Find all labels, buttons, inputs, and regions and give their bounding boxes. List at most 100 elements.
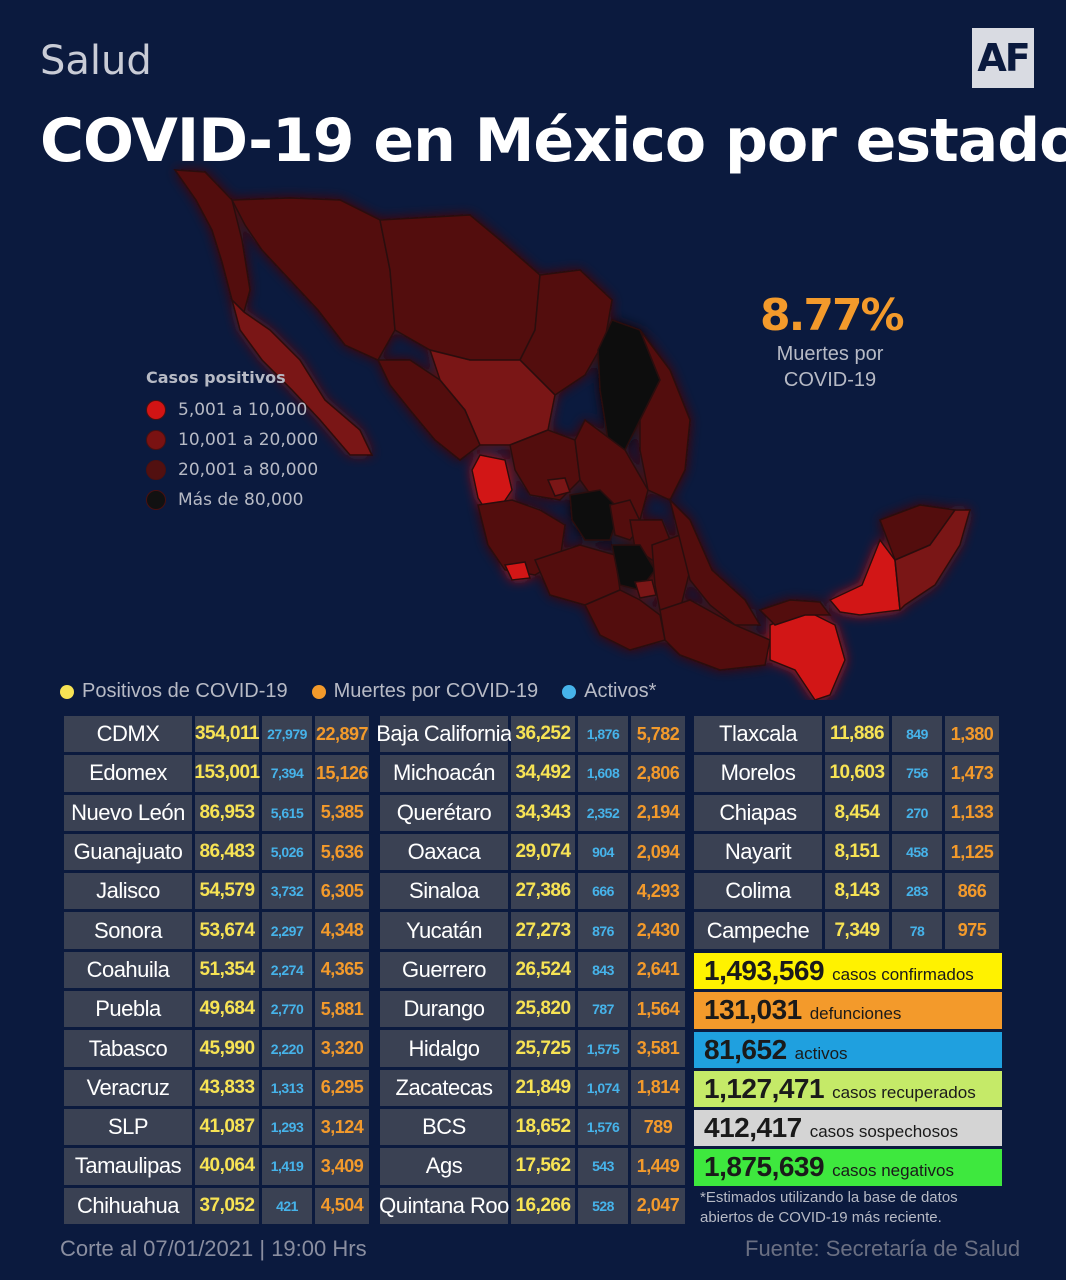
state-name-cell: Quintana Roo [379, 1187, 509, 1224]
table-row: Michoacán 34,492 1,608 2,806 [380, 755, 688, 792]
positivos-cell: 25,725 [511, 1030, 575, 1067]
muertes-cell: 1,380 [945, 716, 999, 753]
table-row: Zacatecas 21,849 1,074 1,814 [380, 1069, 688, 1106]
map-state-tamaulipas [639, 329, 691, 501]
positivos-cell: 11,886 [825, 716, 889, 753]
af-logo: AF [972, 28, 1034, 88]
table-row: Oaxaca 29,074 904 2,094 [380, 833, 688, 871]
state-table-3: Tlaxcala 11,886 849 1,380 Morelos 10,603 756 1,… [694, 716, 1002, 952]
table-row: Tlaxcala 11,886 849 1,380 [694, 716, 1002, 753]
total-value: 412,417 [704, 1112, 802, 1144]
table-row: Tabasco 45,990 2,220 3,320 [64, 1030, 372, 1067]
activos-cell: 543 [578, 1148, 628, 1185]
total-value: 1,875,639 [704, 1151, 825, 1183]
state-name-cell: Nayarit [694, 833, 822, 871]
positivos-cell: 36,252 [511, 716, 575, 753]
table-row: Durango 25,820 787 1,564 [380, 991, 688, 1028]
legend-item: 10,001 a 20,000 [146, 425, 318, 455]
state-name-cell: Chihuahua [64, 1187, 192, 1224]
muertes-cell: 5,385 [315, 794, 369, 831]
muertes-cell: 3,409 [315, 1148, 369, 1185]
positivos-cell: 51,354 [195, 951, 259, 989]
map-state-morelos [634, 579, 657, 599]
map-state-coahuila [519, 269, 613, 396]
state-name-cell: Nuevo León [64, 794, 192, 831]
muertes-cell: 2,806 [631, 755, 685, 792]
legend-item: 5,001 a 10,000 [146, 395, 318, 425]
map-state-campeche [828, 538, 901, 616]
legend-swatch [146, 400, 166, 420]
table-row: Chihuahua 37,052 421 4,504 [64, 1187, 372, 1224]
table-row: Yucatán 27,273 876 2,430 [380, 912, 688, 949]
table-row: Colima 8,143 283 866 [694, 873, 1002, 910]
positivos-cell: 25,820 [511, 991, 575, 1028]
map-state-baja-california [173, 169, 251, 314]
legend-item: Más de 80,000 [146, 485, 318, 515]
state-name-cell: Tlaxcala [694, 716, 822, 753]
positivos-cell: 27,273 [511, 912, 575, 949]
positivos-cell: 37,052 [195, 1187, 259, 1224]
total-label: casos sospechosos [809, 1122, 959, 1142]
table-row: CDMX 354,011 27,979 22,897 [64, 716, 372, 753]
total-value: 1,127,471 [704, 1072, 825, 1104]
activos-cell: 1,608 [578, 755, 628, 792]
map-state-oaxaca [659, 599, 771, 671]
positivos-cell: 16,266 [511, 1187, 575, 1224]
muertes-cell: 1,473 [945, 755, 999, 792]
activos-cell: 3,732 [262, 873, 312, 910]
legend-label: 5,001 a 10,000 [178, 400, 308, 420]
muertes-cell: 6,305 [315, 873, 369, 910]
map-state-veracruz [668, 497, 762, 626]
muertes-cell: 6,295 [315, 1069, 369, 1106]
muertes-cell: 1,564 [631, 991, 685, 1028]
state-name-cell: Sinaloa [380, 873, 508, 910]
map-state-sinaloa [376, 359, 481, 461]
activos-cell: 458 [892, 833, 942, 871]
table-row: Jalisco 54,579 3,732 6,305 [64, 873, 372, 910]
activos-cell: 876 [578, 912, 628, 949]
muertes-cell: 2,047 [631, 1187, 685, 1224]
activos-cell: 7,394 [262, 755, 312, 792]
muertes-cell: 3,320 [315, 1030, 369, 1067]
legend-swatch [146, 430, 166, 450]
legend-item: 20,001 a 80,000 [146, 455, 318, 485]
positivos-cell: 27,386 [511, 873, 575, 910]
state-table-1: CDMX 354,011 27,979 22,897 Edomex 153,001 7,39… [64, 716, 372, 1227]
table-row: Nuevo León 86,953 5,615 5,385 [64, 794, 372, 831]
activos-cell: 1,576 [578, 1108, 628, 1146]
map-legend: Casos positivos 5,001 a 10,000 10,001 a … [146, 368, 318, 515]
state-name-cell: Hidalgo [380, 1030, 508, 1067]
muertes-cell: 2,430 [631, 912, 685, 949]
activos-cell: 849 [892, 716, 942, 753]
table-row: Campeche 7,349 78 975 [694, 912, 1002, 949]
activos-cell: 2,352 [578, 794, 628, 831]
legend-swatch [146, 490, 166, 510]
activos-cell: 1,293 [262, 1108, 312, 1146]
state-name-cell: Yucatán [380, 912, 508, 949]
positivos-cell: 54,579 [195, 873, 259, 910]
muertes-cell: 5,636 [315, 833, 369, 871]
muertes-cell: 15,126 [315, 755, 369, 792]
table-row: Ags 17,562 543 1,449 [380, 1148, 688, 1185]
source-note: Fuente: Secretaría de Salud [745, 1236, 1021, 1261]
table-row: Tamaulipas 40,064 1,419 3,409 [64, 1148, 372, 1185]
table-row: Morelos 10,603 756 1,473 [694, 755, 1002, 792]
map-state-chihuahua [379, 214, 541, 361]
table-row: Querétaro 34,343 2,352 2,194 [380, 794, 688, 831]
state-name-cell: Ags [380, 1148, 508, 1185]
muertes-cell: 866 [945, 873, 999, 910]
state-table-2: Baja California 36,252 1,876 5,782 Michoacán… [376, 716, 688, 1227]
state-name-cell: Sonora [64, 912, 192, 949]
muertes-cell: 1,133 [945, 794, 999, 831]
total-box: 1,875,639 casos negativos [694, 1149, 1002, 1186]
positivos-cell: 153,001 [194, 755, 260, 792]
table-row: Puebla 49,684 2,770 5,881 [64, 991, 372, 1028]
positivos-cell: 10,603 [825, 755, 889, 792]
positivos-cell: 21,849 [511, 1069, 575, 1106]
table-row: BCS 18,652 1,576 789 [380, 1108, 688, 1146]
muertes-cell: 1,449 [631, 1148, 685, 1185]
muertes-cell: 789 [631, 1108, 685, 1146]
activos-cell: 843 [578, 951, 628, 989]
activos-cell: 1,876 [578, 716, 628, 753]
positivos-cell: 53,674 [195, 912, 259, 949]
